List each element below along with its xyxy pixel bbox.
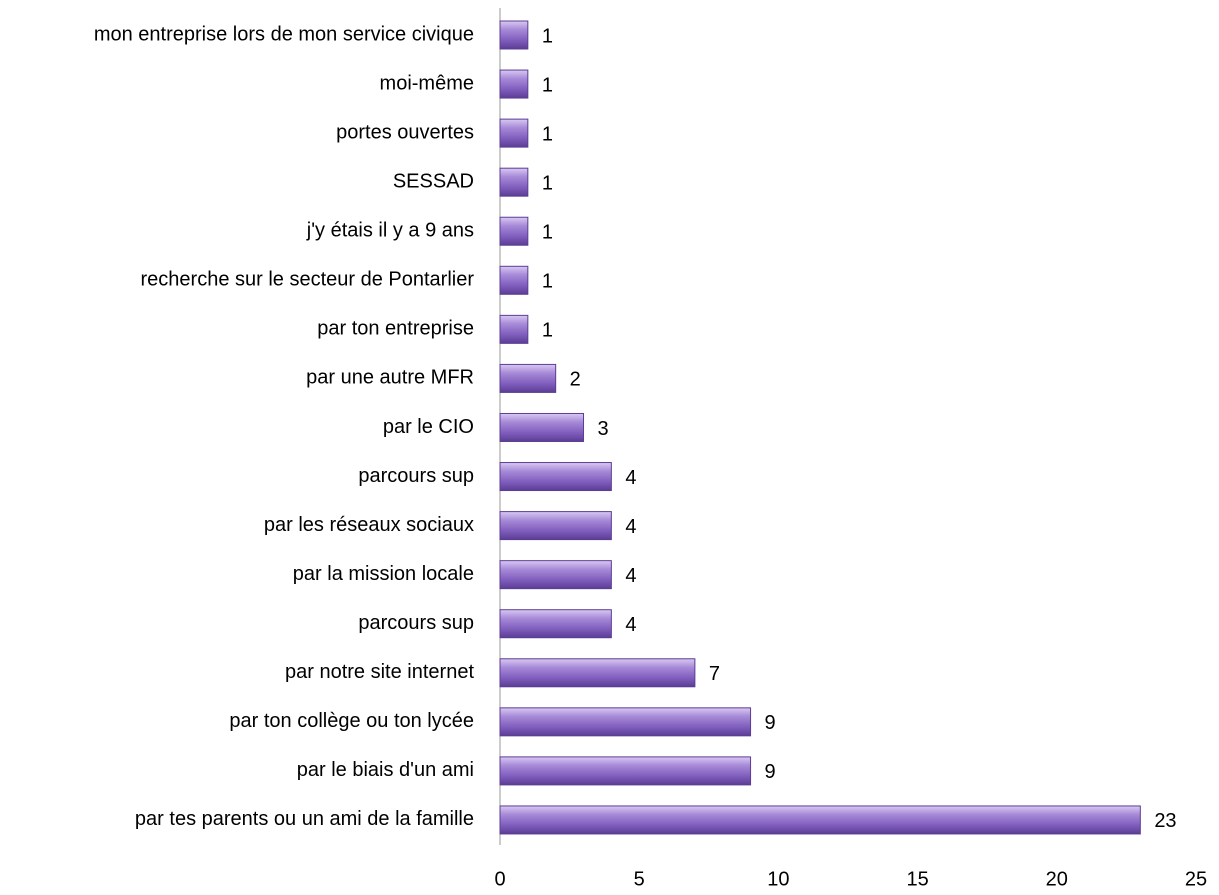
x-tick-label: 15 <box>906 868 928 890</box>
y-tick-label: SESSAD <box>393 170 474 192</box>
bar <box>499 412 585 442</box>
bar <box>499 511 612 541</box>
y-tick-label: par ton entreprise <box>317 318 474 340</box>
y-tick-label: parcours sup <box>358 465 474 487</box>
value-label: 23 <box>1154 810 1176 832</box>
bar <box>499 658 696 688</box>
y-tick-label: par ton collège ou ton lycée <box>229 710 474 732</box>
value-label: 9 <box>765 761 776 783</box>
x-tick-label: 0 <box>494 868 505 890</box>
value-label: 4 <box>625 467 636 489</box>
y-tick-label: par une autre MFR <box>306 367 474 389</box>
value-label: 3 <box>598 418 609 440</box>
y-tick-label: par les réseaux sociaux <box>264 514 474 536</box>
bar <box>499 805 1141 835</box>
y-tick-label: portes ouvertes <box>336 121 474 143</box>
bar <box>499 609 612 639</box>
value-label: 7 <box>709 663 720 685</box>
y-tick-label: par notre site internet <box>285 661 474 683</box>
y-tick-label: par tes parents ou un ami de la famille <box>135 808 474 830</box>
x-tick-label: 20 <box>1046 868 1068 890</box>
value-label: 1 <box>542 172 553 194</box>
value-label: 9 <box>765 712 776 734</box>
bar <box>499 707 752 737</box>
value-label: 1 <box>542 123 553 145</box>
y-tick-label: par le biais d'un ami <box>297 759 474 781</box>
x-tick-label: 25 <box>1185 868 1207 890</box>
value-label: 2 <box>570 369 581 391</box>
bar <box>499 167 529 197</box>
bar <box>499 560 612 590</box>
y-tick-label: recherche sur le secteur de Pontarlier <box>141 269 475 291</box>
bar <box>499 20 529 50</box>
y-tick-label: moi-même <box>380 72 474 94</box>
value-label: 1 <box>542 271 553 293</box>
value-label: 4 <box>625 565 636 587</box>
value-label: 4 <box>625 516 636 538</box>
bar <box>499 265 529 295</box>
value-label: 1 <box>542 320 553 342</box>
bar <box>499 363 557 393</box>
bar <box>499 756 752 786</box>
y-tick-label: par le CIO <box>383 416 474 438</box>
bar <box>499 69 529 99</box>
x-tick-label: 10 <box>767 868 789 890</box>
bar <box>499 118 529 148</box>
bar <box>499 462 612 492</box>
value-label: 4 <box>625 614 636 636</box>
value-label: 1 <box>542 74 553 96</box>
value-label: 1 <box>542 222 553 244</box>
bar <box>499 314 529 344</box>
y-tick-label: j'y étais il y a 9 ans <box>306 220 474 242</box>
x-tick-label: 5 <box>634 868 645 890</box>
bar <box>499 216 529 246</box>
y-tick-label: mon entreprise lors de mon service civiq… <box>94 23 474 45</box>
value-label: 1 <box>542 25 553 47</box>
y-tick-label: parcours sup <box>358 612 474 634</box>
y-tick-label: par la mission locale <box>293 563 474 585</box>
